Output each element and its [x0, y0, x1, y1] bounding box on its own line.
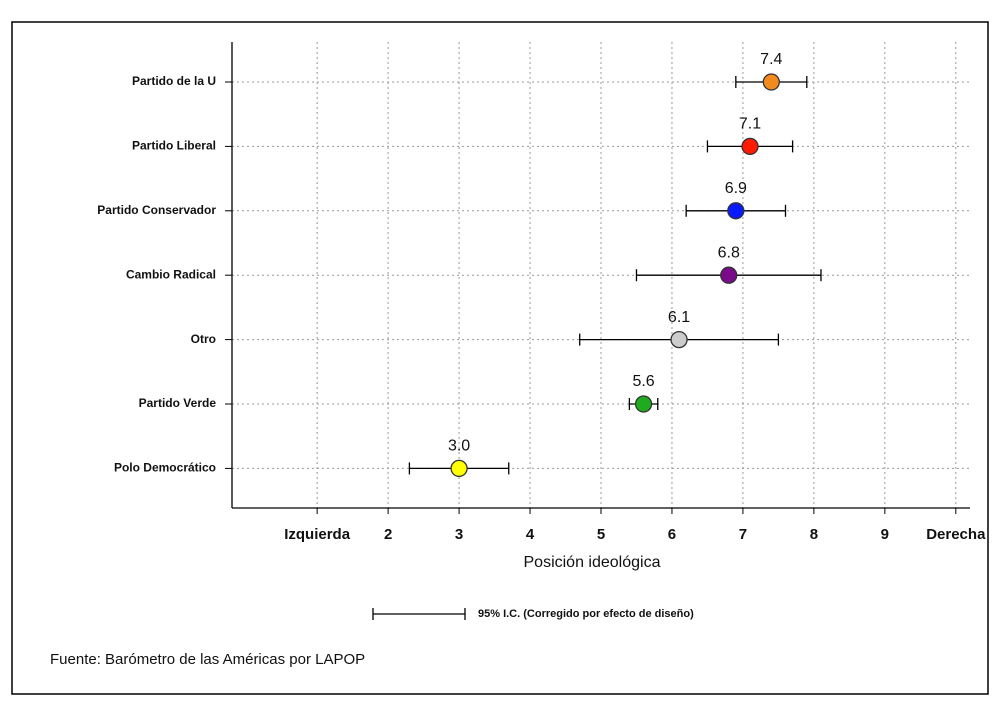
- x-tick-label: 9: [881, 526, 889, 543]
- point: [741, 137, 759, 156]
- y-tick-label: Cambio Radical: [126, 267, 216, 281]
- x-tick-label: Derecha: [926, 526, 986, 543]
- point: [670, 330, 688, 349]
- x-tick-label: Izquierda: [284, 526, 351, 543]
- x-tick-label: 7: [739, 526, 747, 543]
- value-label: 7.4: [760, 51, 782, 68]
- x-axis-label: Posición ideológica: [524, 554, 661, 571]
- x-tick-label: 6: [668, 526, 676, 543]
- point: [727, 202, 745, 220]
- x-tick-label: 8: [810, 526, 818, 543]
- x-tick-label: 4: [526, 526, 535, 543]
- value-label: 7.1: [739, 116, 761, 133]
- source: Fuente: Barómetro de las Américas por LA…: [50, 651, 365, 668]
- x-tick-label: 5: [597, 526, 605, 543]
- y-tick-label: Partido Conservador: [97, 203, 216, 217]
- x-tick-label: 3: [455, 526, 463, 543]
- point: [720, 266, 738, 284]
- y-tick-label: Otro: [191, 332, 216, 346]
- y-tick-label: Polo Democrático: [114, 461, 216, 475]
- point: [762, 73, 780, 91]
- point: [634, 395, 653, 413]
- x-tick-label: 2: [384, 526, 392, 543]
- y-tick-label: Partido de la U: [132, 74, 216, 88]
- value-label: 5.6: [632, 373, 654, 390]
- y-tick-label: Partido Verde: [139, 396, 217, 410]
- value-label: 6.9: [725, 180, 747, 197]
- frame: [11, 21, 989, 695]
- value-label: 6.1: [668, 309, 690, 326]
- value-label: 3.0: [448, 438, 470, 455]
- point: [450, 459, 468, 478]
- y-tick-label: Partido Liberal: [132, 139, 216, 153]
- value-label: 6.8: [718, 244, 740, 261]
- legend-label: 95% I.C. (Corregido por efecto de diseño…: [478, 608, 694, 620]
